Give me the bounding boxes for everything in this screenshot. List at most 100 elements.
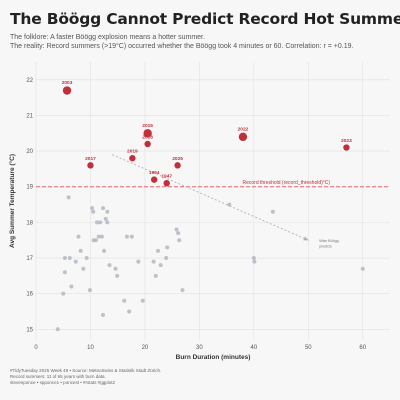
normal-point-47 (251, 256, 256, 261)
normal-point-11 (84, 256, 89, 261)
normal-point-31 (124, 234, 129, 239)
x-tick-label-1: 10 (87, 345, 94, 351)
record-point-1947 (163, 179, 170, 187)
normal-point-30 (122, 298, 127, 303)
normal-point-3 (62, 270, 67, 275)
x-tick-label-2: 20 (142, 345, 149, 351)
trend-annotation-line-1: Wise Böögg (319, 239, 338, 243)
y-tick-label-2: 17 (26, 256, 33, 262)
normal-point-6 (69, 284, 74, 289)
y-tick-label-5: 20 (26, 149, 33, 155)
normal-point-37 (153, 273, 158, 278)
normal-point-19 (98, 220, 103, 225)
normal-point-48 (252, 259, 257, 264)
normal-point-4 (62, 256, 67, 261)
normal-point-23 (102, 248, 107, 253)
record-label-1994: 1994 (149, 170, 160, 176)
record-label-2025: 2025 (172, 156, 183, 162)
normal-point-49 (270, 209, 275, 214)
normal-point-24 (103, 216, 108, 221)
record-label-2015: 2015 (142, 123, 153, 129)
x-tick-labels: 0 10 20 30 40 50 60 (34, 345, 366, 351)
normal-point-29 (115, 273, 120, 278)
x-tick-label-0: 0 (34, 345, 38, 351)
record-label-2023: 2023 (341, 138, 352, 144)
record-point-2023 (343, 144, 350, 151)
normal-point-25 (105, 220, 110, 225)
y-tick-label-6: 21 (26, 113, 33, 119)
normal-point-43 (176, 231, 181, 236)
y-tick-label-3: 18 (26, 220, 33, 226)
normal-point-32 (127, 309, 132, 314)
record-label-2017: 2017 (85, 156, 96, 162)
x-tick-label-5: 50 (305, 345, 312, 351)
y-tick-labels: 15 16 17 18 19 20 21 22 (26, 78, 33, 333)
normal-point-45 (180, 288, 185, 293)
trend-arrow-head (303, 236, 309, 241)
normal-point-26 (105, 209, 110, 214)
normal-point-5 (67, 256, 72, 261)
record-label-1947: 1947 (161, 174, 172, 180)
record-point-2025 (174, 162, 181, 169)
normal-point-34 (136, 259, 141, 264)
y-tick-label-1: 16 (26, 292, 33, 298)
record-point-2003 (62, 86, 72, 95)
x-tick-label-4: 40 (251, 345, 258, 351)
normal-point-22 (100, 313, 105, 318)
normal-point-38 (155, 248, 160, 253)
record-label-2018: 2018 (142, 134, 153, 140)
record-point-2015 (143, 129, 152, 138)
normal-point-18 (96, 234, 101, 239)
normal-point-39 (158, 263, 163, 268)
record-label-2003: 2003 (62, 80, 73, 86)
trend-line (112, 154, 309, 241)
record-point-2018 (144, 140, 151, 148)
normal-point-10 (81, 266, 86, 271)
record-point-2022 (238, 132, 248, 142)
caption-social: stevenponce • spponce1 • poncest • #rsta… (10, 380, 116, 385)
normal-point-44 (177, 238, 182, 243)
normal-point-16 (93, 238, 98, 243)
normal-point-2 (61, 291, 66, 296)
normal-point-41 (165, 245, 170, 250)
normal-point-14 (91, 209, 96, 214)
page-title: The Böögg Cannot Predict Record Hot Summ… (10, 10, 400, 28)
normal-point-46 (227, 202, 232, 207)
normal-point-27 (107, 263, 112, 268)
record-point-1994 (150, 176, 158, 183)
x-tick-label-6: 60 (359, 345, 366, 351)
threshold-label: Record threshold (record_threshold)°C) (242, 180, 330, 186)
caption-source: #TidyTuesday 2025 Week 49 • Source: Mete… (10, 368, 162, 373)
normal-point-20 (99, 234, 104, 239)
trend-annotation-line-2: predicts (319, 244, 332, 248)
record-point-2017 (87, 162, 94, 169)
caption-note: Record summers: 11 of 65 years with burn… (10, 374, 106, 379)
normal-point-21 (100, 206, 105, 211)
normal-point-36 (151, 259, 156, 264)
record-label-2019: 2019 (127, 149, 138, 155)
subtitle-reality: The reality: Record summers (>19°C) occu… (10, 43, 354, 50)
normal-point-0 (66, 195, 71, 200)
x-tick-label-3: 30 (196, 345, 203, 351)
normal-point-7 (73, 259, 78, 264)
record-label-2022: 2022 (238, 126, 249, 132)
record-points (62, 86, 350, 187)
normal-point-13 (90, 206, 95, 211)
normal-points (55, 195, 365, 332)
grid-lines (35, 62, 390, 340)
normal-point-1 (55, 327, 60, 332)
normal-point-50 (360, 266, 365, 271)
x-axis-label: Burn Duration (minutes) (176, 354, 251, 361)
normal-point-9 (78, 248, 83, 253)
y-axis-label: Avg Summer Temperature (°C) (8, 154, 16, 248)
y-tick-label-4: 19 (26, 185, 33, 191)
normal-point-40 (164, 256, 169, 261)
normal-point-28 (113, 266, 118, 271)
y-tick-label-7: 22 (26, 78, 33, 84)
normal-point-35 (140, 298, 145, 303)
subtitle-folklore: The folklore: A faster Böögg explosion m… (10, 34, 205, 41)
normal-point-12 (87, 288, 92, 293)
normal-point-33 (129, 234, 134, 239)
